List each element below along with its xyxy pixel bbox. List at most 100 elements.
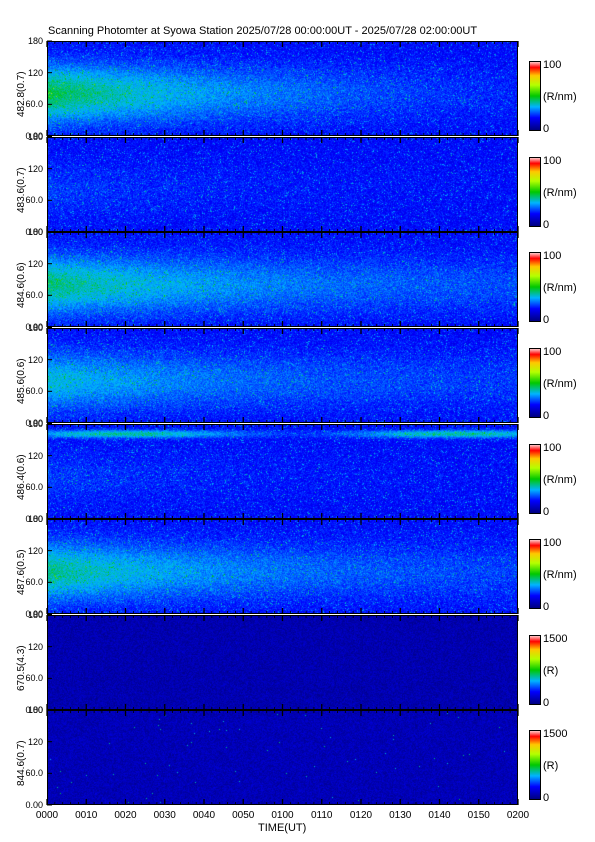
y-tick-label: 120 bbox=[27, 67, 43, 78]
heatmap-image bbox=[47, 41, 518, 136]
colorbar-unit-label: (R/nm) bbox=[543, 569, 577, 581]
colorbar-min-label: 0 bbox=[543, 123, 550, 135]
x-tick-label: 0010 bbox=[75, 810, 98, 821]
y-axis-label: 483.6(0.7) bbox=[16, 166, 27, 213]
colorbar-min-label: 0 bbox=[543, 314, 550, 326]
colorbar-unit-label: (R/nm) bbox=[543, 474, 577, 486]
y-tick-label: 180 bbox=[27, 514, 43, 524]
x-tick-label: 0200 bbox=[506, 810, 530, 821]
x-tick-label: 0110 bbox=[310, 810, 333, 821]
panel-frame bbox=[47, 328, 518, 423]
colorbar-unit-label: (R/nm) bbox=[543, 187, 577, 199]
heatmap-image bbox=[47, 137, 518, 232]
x-tick-label: 0100 bbox=[271, 810, 294, 821]
heatmap-image bbox=[47, 328, 518, 423]
y-tick-label: 120 bbox=[27, 545, 43, 556]
y-axis-label: 844.6(0.7) bbox=[16, 739, 27, 786]
heatmap-panel: 0.00 60.0 120 180 bbox=[25, 611, 518, 715]
y-tick-label: 120 bbox=[27, 450, 43, 461]
panel-frame bbox=[47, 424, 518, 519]
x-tick-label: 0140 bbox=[428, 810, 451, 821]
y-tick-label: 60.0 bbox=[25, 673, 43, 684]
y-tick-label: 180 bbox=[27, 132, 43, 142]
colorbar-max-label: 100 bbox=[543, 346, 562, 358]
panel-frame bbox=[47, 137, 518, 232]
colorbar bbox=[529, 635, 541, 705]
y-tick-label: 120 bbox=[27, 641, 43, 652]
x-tick-label: 0130 bbox=[389, 810, 412, 821]
y-tick-label: 120 bbox=[27, 163, 43, 174]
y-tick-label: 60.0 bbox=[25, 99, 43, 110]
heatmap-panel: 0.00 60.0 120 180 bbox=[25, 420, 518, 524]
panel-frame bbox=[47, 519, 518, 614]
colorbar-max-label: 1500 bbox=[543, 728, 568, 740]
heatmap-panel: 0.00 60.0 120 180 bbox=[25, 228, 518, 332]
panel-frame bbox=[47, 615, 518, 710]
heatmap-image bbox=[47, 615, 518, 710]
heatmap-image bbox=[47, 232, 518, 327]
colorbar-max-label: 100 bbox=[543, 442, 562, 454]
colorbar-unit-label: (R/nm) bbox=[543, 91, 577, 103]
heatmap-panel: 0.00 60.0 120 180 bbox=[25, 133, 518, 237]
y-tick-label: 0.00 bbox=[25, 705, 43, 715]
colorbar-min-label: 0 bbox=[543, 792, 550, 804]
y-axis-label: 485.6(0.6) bbox=[16, 357, 27, 404]
colorbar-max-label: 100 bbox=[543, 59, 562, 71]
x-tick-label: 0020 bbox=[114, 810, 137, 821]
y-tick-label: 120 bbox=[27, 736, 43, 747]
heatmap-panel: 0.00 60.0 120 180 bbox=[25, 37, 518, 141]
y-axis-label: 486.4(0.6) bbox=[16, 453, 27, 500]
colorbar-unit-label: (R) bbox=[543, 665, 559, 677]
colorbar bbox=[529, 61, 541, 131]
x-tick-label: 0150 bbox=[467, 810, 490, 821]
y-tick-label: 0.00 bbox=[25, 800, 43, 810]
y-tick-label: 180 bbox=[27, 323, 43, 333]
colorbar bbox=[529, 444, 541, 514]
y-tick-label: 60.0 bbox=[25, 482, 43, 493]
panel-frame bbox=[47, 710, 518, 805]
colorbar bbox=[529, 348, 541, 418]
heatmap-image bbox=[47, 710, 518, 805]
colorbar-min-label: 0 bbox=[543, 219, 550, 231]
colorbar bbox=[529, 730, 541, 800]
y-tick-label: 180 bbox=[27, 227, 43, 237]
colorbar-min-label: 0 bbox=[543, 697, 550, 709]
colorbar-max-label: 1500 bbox=[543, 633, 568, 645]
x-tick-label: 0050 bbox=[232, 810, 255, 821]
x-tick-label: 0040 bbox=[192, 810, 216, 821]
x-tick-label: 0120 bbox=[349, 810, 373, 821]
y-tick-label: 60.0 bbox=[25, 386, 43, 397]
y-tick-label: 0.00 bbox=[25, 418, 43, 428]
colorbar-min-label: 0 bbox=[543, 506, 550, 518]
colorbar-unit-label: (R/nm) bbox=[543, 282, 577, 294]
x-tick-label: 0030 bbox=[153, 810, 176, 821]
y-axis-label: 484.6(0.6) bbox=[16, 261, 27, 308]
y-tick-label: 60.0 bbox=[25, 577, 43, 588]
colorbar-unit-label: (R) bbox=[543, 760, 559, 772]
heatmap-image bbox=[47, 424, 518, 519]
panel-frame bbox=[47, 41, 518, 136]
y-tick-label: 0.00 bbox=[25, 609, 43, 619]
colorbar-max-label: 100 bbox=[543, 250, 562, 262]
y-tick-label: 180 bbox=[27, 705, 43, 715]
y-axis-label: 670.5(4.3) bbox=[16, 644, 27, 691]
colorbar bbox=[529, 157, 541, 227]
colorbar bbox=[529, 252, 541, 322]
heatmap-panel: 0.00 60.0 120 180 bbox=[25, 324, 518, 428]
colorbar-min-label: 0 bbox=[543, 410, 550, 422]
page-title: Scanning Photomter at Syowa Station 2025… bbox=[48, 25, 478, 37]
x-axis-label: TIME(UT) bbox=[258, 822, 307, 834]
x-tick-label: 0000 bbox=[35, 810, 59, 821]
panel-frame bbox=[47, 232, 518, 327]
colorbar bbox=[529, 539, 541, 609]
y-tick-label: 180 bbox=[27, 419, 43, 429]
y-tick-label: 0.00 bbox=[25, 227, 43, 237]
colorbar-max-label: 100 bbox=[543, 155, 562, 167]
y-tick-label: 120 bbox=[27, 258, 43, 269]
colorbar-min-label: 0 bbox=[543, 601, 550, 613]
heatmap-image bbox=[47, 519, 518, 614]
y-tick-label: 0.00 bbox=[25, 514, 43, 524]
y-tick-label: 60.0 bbox=[25, 195, 43, 206]
y-tick-label: 60.0 bbox=[25, 768, 43, 779]
heatmap-panel: 0.00 60.0 120 180 bbox=[25, 515, 518, 619]
